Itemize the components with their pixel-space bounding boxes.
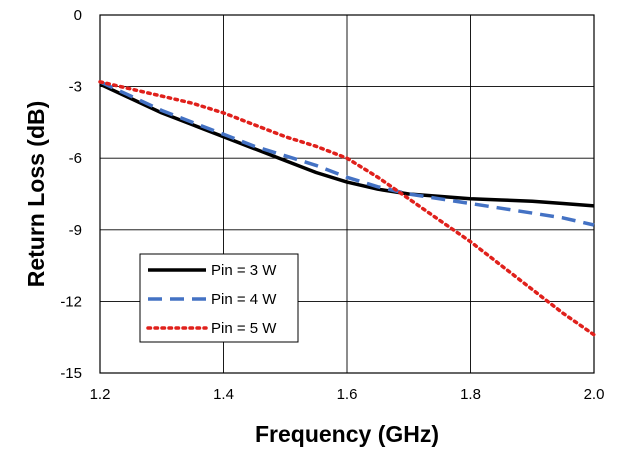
x-tick-labels: 1.2 1.4 1.6 1.8 2.0 (90, 386, 605, 403)
series-line-1 (99, 82, 595, 208)
y-tick-label: -15 (60, 365, 82, 382)
x-tick-label: 1.2 (90, 386, 111, 403)
y-axis-title: Return Loss (dB) (23, 101, 49, 288)
x-tick-label: 1.8 (460, 386, 481, 403)
series-lines (98, 80, 596, 337)
y-tick-label: -9 (69, 222, 82, 239)
y-tick-labels: 0 -3 -6 -9 -12 -15 (60, 7, 82, 382)
y-tick-label: -12 (60, 293, 82, 310)
legend-label-1: Pin = 3 W (211, 262, 277, 279)
plot-area (99, 14, 595, 374)
x-tick-label: 1.6 (337, 386, 358, 403)
legend-label-2: Pin = 4 W (211, 291, 277, 308)
y-tick-label: -6 (69, 150, 82, 167)
y-tick-label: 0 (74, 7, 82, 24)
legend: Pin = 3 W Pin = 4 W Pin = 5 W (139, 253, 299, 343)
series-line-2 (99, 80, 595, 227)
legend-label-3: Pin = 5 W (211, 320, 277, 337)
y-tick-label: -3 (69, 79, 82, 96)
series-line-3 (98, 80, 596, 337)
x-tick-label: 2.0 (584, 386, 605, 403)
x-axis-title: Frequency (GHz) (255, 421, 439, 447)
x-tick-label: 1.4 (213, 386, 234, 403)
